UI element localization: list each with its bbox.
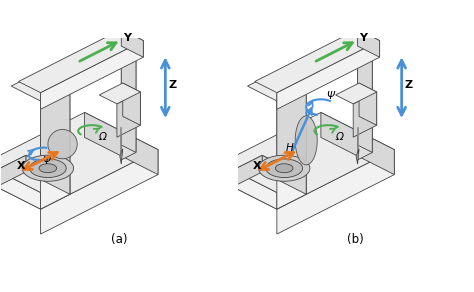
Polygon shape [41,86,70,209]
Polygon shape [233,170,277,209]
Polygon shape [233,155,306,192]
Text: X: X [17,161,25,171]
Ellipse shape [295,116,317,165]
Polygon shape [121,53,136,152]
Ellipse shape [48,129,77,159]
Polygon shape [0,170,41,209]
Polygon shape [11,71,70,101]
Text: X: X [253,161,262,171]
Polygon shape [277,71,306,194]
Polygon shape [321,112,394,175]
Polygon shape [356,149,359,164]
Ellipse shape [39,164,57,173]
Polygon shape [26,155,70,194]
Ellipse shape [22,155,73,181]
Polygon shape [117,92,140,137]
Text: Ψ: Ψ [43,156,51,166]
Polygon shape [353,92,377,137]
Text: Ω: Ω [99,132,107,142]
Polygon shape [18,29,143,93]
Polygon shape [0,155,26,187]
Polygon shape [99,83,140,104]
Ellipse shape [266,159,302,178]
Polygon shape [255,29,380,93]
Text: Ω: Ω [335,132,343,142]
Ellipse shape [29,159,66,178]
Text: Y: Y [360,33,367,43]
Polygon shape [84,112,158,175]
Polygon shape [41,150,158,234]
Ellipse shape [275,164,293,173]
Text: Y: Y [123,33,131,43]
Polygon shape [357,61,372,160]
Polygon shape [41,41,143,109]
Polygon shape [277,41,380,109]
Polygon shape [121,29,143,57]
Text: Ψ: Ψ [327,91,335,101]
Polygon shape [41,71,70,194]
Polygon shape [0,155,70,192]
Polygon shape [123,83,140,125]
Polygon shape [357,53,372,152]
Polygon shape [0,112,158,209]
Polygon shape [120,149,123,164]
Polygon shape [247,71,306,101]
Text: H: H [286,143,293,153]
Polygon shape [203,112,394,209]
Polygon shape [357,29,380,57]
Polygon shape [121,61,136,160]
Text: (a): (a) [110,233,127,246]
Text: Z: Z [168,80,176,90]
Polygon shape [277,150,394,234]
Polygon shape [262,155,306,194]
Polygon shape [359,83,377,125]
Text: (b): (b) [347,233,364,246]
Polygon shape [277,86,306,209]
Text: Z: Z [405,80,413,90]
Polygon shape [336,83,377,104]
Ellipse shape [258,155,310,181]
Polygon shape [233,155,262,187]
